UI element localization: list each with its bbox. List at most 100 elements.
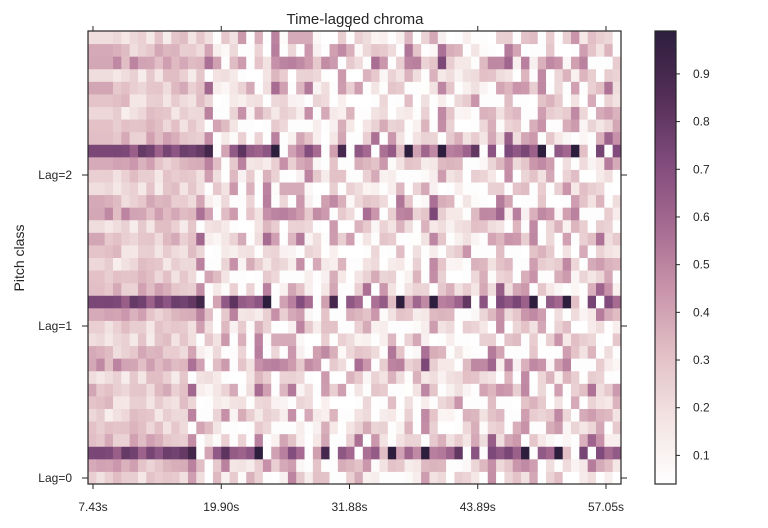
heatmap-cell <box>479 320 489 334</box>
heatmap-cell <box>512 156 522 170</box>
heatmap-cell <box>179 358 189 372</box>
heatmap-cell <box>329 433 339 447</box>
heatmap-cell <box>579 270 589 284</box>
heatmap-cell <box>162 345 172 359</box>
heatmap-cell <box>612 408 622 422</box>
heatmap-cell <box>237 43 247 57</box>
heatmap-cell <box>379 106 389 120</box>
heatmap-cell <box>187 106 197 120</box>
heatmap-cell <box>354 370 364 384</box>
heatmap-cell <box>296 182 306 196</box>
heatmap-cell <box>562 458 572 472</box>
heatmap-cell <box>137 232 147 246</box>
plot-frame <box>87 30 622 485</box>
heatmap-cell <box>104 270 114 284</box>
heatmap-cell <box>196 257 206 271</box>
heatmap-cell <box>212 446 222 460</box>
heatmap-cell <box>346 358 355 372</box>
heatmap-cell <box>396 307 405 321</box>
heatmap-cell <box>596 395 605 409</box>
heatmap-cell <box>387 433 397 447</box>
heatmap-cell <box>479 307 489 321</box>
heatmap-cell <box>512 307 522 321</box>
heatmap-cell <box>329 270 339 284</box>
heatmap-cell <box>212 68 222 82</box>
heatmap-cell <box>271 345 281 359</box>
heatmap-cell <box>362 257 372 271</box>
heatmap-cell <box>304 282 314 296</box>
heatmap-cell <box>404 370 414 384</box>
heatmap-cell <box>296 81 306 95</box>
heatmap-cell <box>171 282 181 296</box>
heatmap-cell <box>487 56 497 70</box>
heatmap-cell <box>237 182 247 196</box>
heatmap-cell <box>429 421 439 435</box>
heatmap-cell <box>112 219 122 233</box>
heatmap-cell <box>329 119 339 133</box>
heatmap-cell <box>179 31 189 45</box>
heatmap-cell <box>479 93 489 107</box>
heatmap-cell <box>279 156 289 170</box>
heatmap-cell <box>587 182 597 196</box>
heatmap-cell <box>612 446 622 460</box>
heatmap-cell <box>479 31 489 45</box>
heatmap-cell <box>129 31 139 45</box>
heatmap-cell <box>529 81 539 95</box>
heatmap-cell <box>287 106 297 120</box>
heatmap-cell <box>529 68 539 82</box>
heatmap-cell <box>329 383 339 397</box>
heatmap-cell <box>354 194 364 208</box>
colorbar-tick-label: 0.8 <box>693 115 710 129</box>
heatmap-cell <box>571 81 580 95</box>
heatmap-cell <box>171 408 181 422</box>
heatmap-cell <box>229 345 239 359</box>
heatmap-cell <box>96 257 106 271</box>
heatmap-cell <box>562 333 572 347</box>
heatmap-cell <box>571 270 580 284</box>
heatmap-cell <box>362 68 372 82</box>
heatmap-cell <box>129 93 139 107</box>
heatmap-cell <box>421 383 430 397</box>
heatmap-cell <box>287 471 297 485</box>
heatmap-cell <box>379 345 389 359</box>
heatmap-cell <box>554 345 564 359</box>
heatmap-cell <box>596 131 605 145</box>
heatmap-cell <box>196 156 206 170</box>
heatmap-cell <box>112 408 122 422</box>
heatmap-cell <box>337 307 347 321</box>
heatmap-cell <box>596 169 605 183</box>
heatmap-cell <box>612 156 622 170</box>
heatmap-cell <box>571 257 580 271</box>
heatmap-cell <box>396 56 405 70</box>
heatmap-cell <box>354 395 364 409</box>
heatmap-cell <box>412 244 422 258</box>
heatmap-cell <box>537 257 547 271</box>
heatmap-cell <box>396 358 405 372</box>
heatmap-cell <box>96 320 106 334</box>
heatmap-cell <box>387 446 397 460</box>
heatmap-cell <box>104 182 114 196</box>
heatmap-cell <box>337 458 347 472</box>
heatmap-cell <box>454 471 464 485</box>
heatmap-cell <box>221 56 231 70</box>
heatmap-cell <box>546 68 555 82</box>
heatmap-cell <box>421 106 430 120</box>
heatmap-cell <box>204 169 214 183</box>
heatmap-cell <box>146 194 156 208</box>
heatmap-cell <box>371 295 380 309</box>
heatmap-cell <box>412 370 422 384</box>
heatmap-cell <box>179 333 189 347</box>
heatmap-cell <box>479 207 489 221</box>
heatmap-cell <box>337 81 347 95</box>
heatmap-cell <box>387 68 397 82</box>
heatmap-cell <box>479 345 489 359</box>
heatmap-cell <box>229 144 239 158</box>
heatmap-cell <box>204 106 214 120</box>
heatmap-cell <box>504 282 514 296</box>
heatmap-cell <box>121 370 131 384</box>
heatmap-cell <box>137 131 147 145</box>
heatmap-cell <box>462 194 472 208</box>
heatmap-cell <box>487 232 497 246</box>
heatmap-cell <box>362 93 372 107</box>
heatmap-cell <box>604 458 614 472</box>
